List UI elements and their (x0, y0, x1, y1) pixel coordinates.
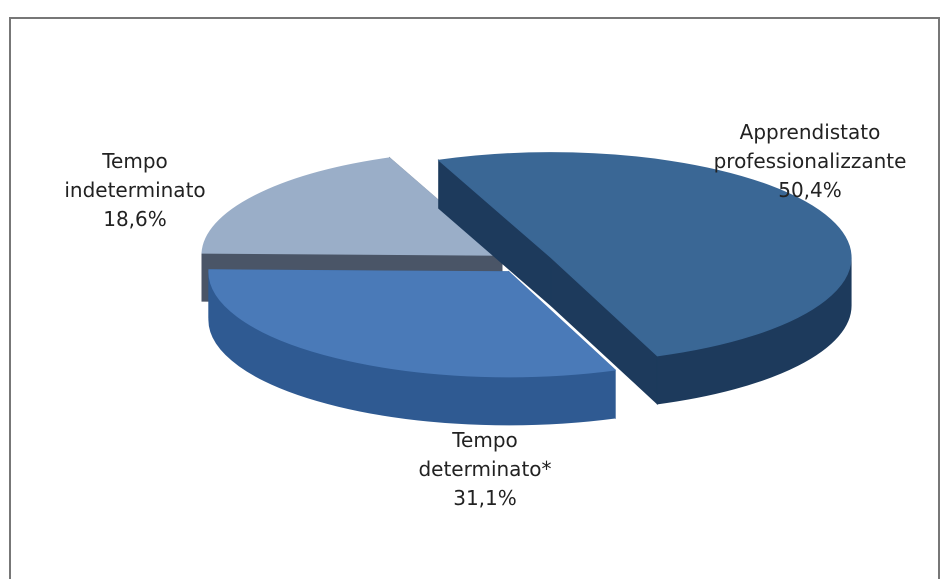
slice-top (437, 152, 852, 357)
value-label: 18,6% (103, 207, 167, 231)
slice-label: Tempo indeterminato 18,6% (40, 147, 230, 234)
category-label: Tempo indeterminato (64, 149, 206, 202)
category-label: Tempo determinato* (418, 428, 552, 481)
value-label: 31,1% (453, 486, 517, 510)
slice (437, 152, 852, 405)
value-label: 50,4% (778, 178, 842, 202)
slice-label: Apprendistato professionalizzante 50,4% (700, 118, 920, 205)
slice-top (201, 157, 504, 256)
category-label: Apprendistato professionalizzante (713, 120, 907, 173)
frame (9, 17, 940, 579)
slice-top (208, 269, 617, 378)
slice-label: Tempo determinato* 31,1% (390, 426, 580, 513)
slice (208, 269, 617, 426)
